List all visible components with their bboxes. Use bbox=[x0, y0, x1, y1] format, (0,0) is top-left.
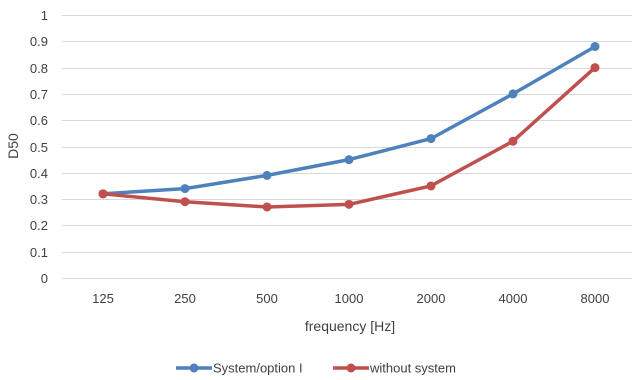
y-tick-label: 0.6 bbox=[30, 113, 48, 128]
data-point bbox=[590, 42, 600, 52]
y-tick-label: 1 bbox=[41, 8, 48, 23]
x-tick-label: 8000 bbox=[581, 291, 610, 306]
legend-label: System/option I bbox=[213, 361, 303, 376]
x-axis-title: frequency [Hz] bbox=[305, 318, 395, 334]
data-point bbox=[508, 89, 518, 99]
y-tick-label: 0.3 bbox=[30, 192, 48, 207]
y-tick-label: 0.5 bbox=[30, 140, 48, 155]
y-tick-label: 0 bbox=[41, 271, 48, 286]
y-tick-label: 0.2 bbox=[30, 218, 48, 233]
y-tick-label: 0.4 bbox=[30, 166, 48, 181]
y-tick-label: 0.1 bbox=[30, 245, 48, 260]
legend: System/option I without system bbox=[176, 361, 456, 376]
x-tick-label: 500 bbox=[256, 291, 278, 306]
data-point bbox=[508, 136, 518, 146]
series-2 bbox=[98, 63, 600, 212]
data-point bbox=[344, 155, 354, 165]
data-point bbox=[262, 170, 272, 180]
legend-swatch-marker bbox=[189, 363, 199, 373]
x-tick-label: 4000 bbox=[499, 291, 528, 306]
y-axis-title: D50 bbox=[5, 133, 21, 159]
legend-item: without system bbox=[333, 361, 456, 376]
legend-item: System/option I bbox=[176, 361, 303, 376]
y-tick-label: 0.7 bbox=[30, 87, 48, 102]
x-tick-label: 1000 bbox=[335, 291, 364, 306]
data-point bbox=[98, 189, 108, 199]
legend-swatch-marker bbox=[346, 363, 356, 373]
y-tick-label: 0.8 bbox=[30, 61, 48, 76]
series-lines bbox=[98, 42, 600, 212]
y-axis-tick-labels: 0 0.1 0.2 0.3 0.4 0.5 0.6 0.7 0.8 0.9 1 bbox=[30, 8, 48, 286]
data-point bbox=[426, 134, 436, 144]
x-tick-label: 2000 bbox=[417, 291, 446, 306]
x-axis-tick-labels: 125 250 500 1000 2000 4000 8000 bbox=[92, 291, 609, 306]
y-tick-label: 0.9 bbox=[30, 34, 48, 49]
gridlines bbox=[62, 15, 632, 279]
legend-label: without system bbox=[369, 361, 456, 376]
data-point bbox=[180, 184, 190, 194]
data-point bbox=[426, 181, 436, 191]
x-tick-label: 125 bbox=[92, 291, 114, 306]
data-point bbox=[180, 197, 190, 207]
data-point bbox=[590, 63, 600, 73]
data-point bbox=[262, 202, 272, 212]
x-tick-label: 250 bbox=[174, 291, 196, 306]
data-point bbox=[344, 199, 354, 209]
